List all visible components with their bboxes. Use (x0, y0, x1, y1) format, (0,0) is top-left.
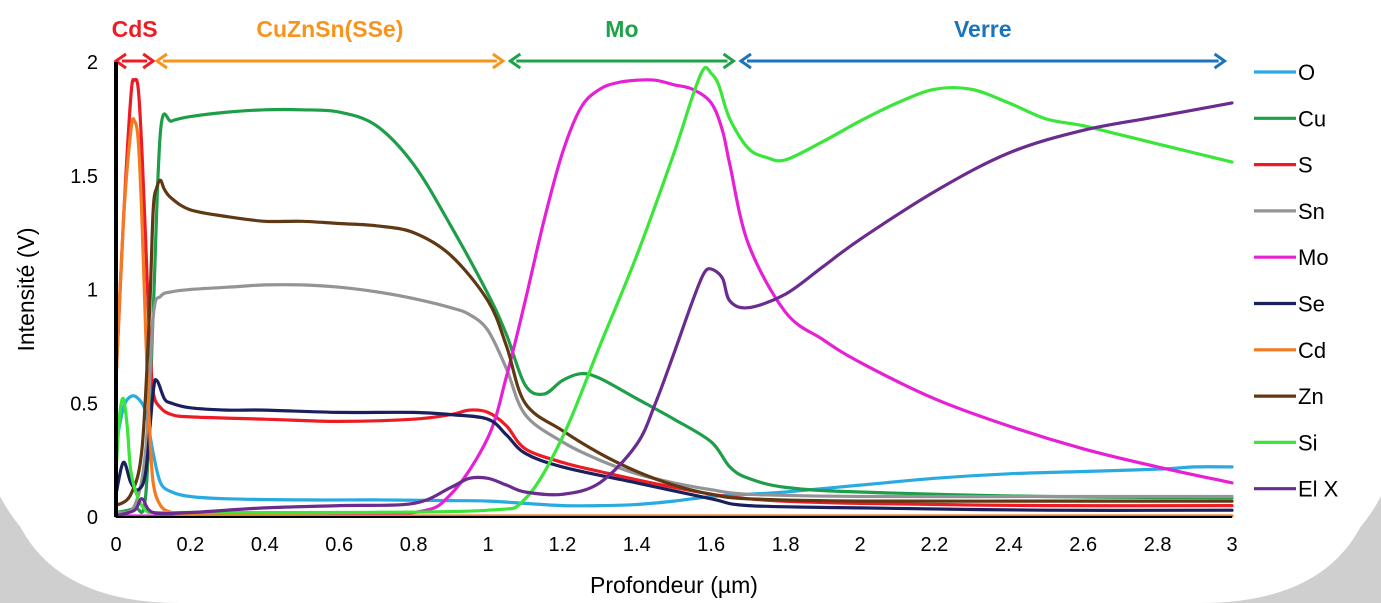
legend-item: Si (1254, 430, 1318, 455)
legend-item: S (1254, 153, 1313, 178)
y-tick-label: 2 (87, 52, 98, 74)
series-line-cu (114, 107, 1234, 515)
x-tick-label: 2 (854, 534, 865, 556)
x-tick-label: 2.2 (920, 534, 948, 556)
legend-item: Cu (1254, 106, 1326, 131)
legend-item: Zn (1254, 384, 1324, 409)
region-mo: Mo (507, 16, 737, 70)
y-tick-label: 1 (87, 280, 98, 302)
region-arrow-left-head (738, 52, 752, 70)
region-arrow-left-head (154, 52, 168, 70)
x-tick-label: 1.4 (623, 534, 651, 556)
x-tick-label: 1.8 (772, 534, 800, 556)
legend-item: Se (1254, 292, 1325, 317)
region-label: Mo (605, 16, 638, 42)
region-arrow-left-head (507, 52, 522, 70)
legend-label: Se (1298, 292, 1325, 317)
region-arrow-right-head (492, 52, 506, 70)
legend-item: Sn (1254, 199, 1325, 224)
region-arrow-left-head (113, 52, 127, 70)
region-arrow-right-head (722, 52, 737, 70)
y-axis-label: Intensité (V) (13, 228, 39, 352)
x-tick-label: 2.6 (1069, 534, 1097, 556)
legend-label: Mo (1298, 245, 1329, 270)
x-tick-label: 0 (110, 534, 121, 556)
x-tick-label: 0.8 (400, 534, 428, 556)
region-arrow-right-head (142, 52, 156, 70)
x-tick-label: 3 (1226, 534, 1237, 556)
plot-area: CdS CuZnSn(SSe) Mo Verre 0 0.2 0.4 0.6 0.8 1 1.2 1… (13, 16, 1238, 598)
x-axis-label: Profondeur (µm) (590, 572, 758, 598)
background-inner (0, 0, 1381, 590)
x-tick-label: 2.4 (995, 534, 1023, 556)
x-tick-label: 2.8 (1144, 534, 1172, 556)
x-tick-label: 1.2 (548, 534, 576, 556)
region-cuznsn-sse-: CuZnSn(SSe) (154, 16, 506, 70)
series-line-se (114, 378, 1234, 512)
series-line-o (114, 394, 1234, 508)
y-tick-label: 0 (87, 507, 98, 529)
series-line-si (114, 65, 1234, 515)
legend-label: Sn (1298, 199, 1325, 224)
legend-item: El X (1254, 477, 1339, 502)
x-tick-label: 0.6 (325, 534, 353, 556)
legend-item: Mo (1254, 245, 1329, 270)
legend-label: Si (1298, 430, 1318, 455)
legend-label: O (1298, 60, 1315, 85)
legend-label: Cu (1298, 106, 1326, 131)
series-line-el-x (114, 101, 1234, 518)
legend-label: Cd (1298, 338, 1326, 363)
legend-label: El X (1298, 477, 1339, 502)
x-tick-label: 1 (482, 534, 493, 556)
y-tick-label: 1.5 (70, 166, 98, 188)
y-tick-labels: 0 0.5 1 1.5 2 (70, 52, 98, 529)
x-tick-label: 0.2 (176, 534, 204, 556)
legend: O Cu S Sn Mo Se Cd Zn Si El X (1254, 60, 1339, 502)
legend-label: S (1298, 153, 1313, 178)
x-tick-labels: 0 0.2 0.4 0.6 0.8 1 1.2 1.4 1.6 1.8 2 2.2 2.4 2.6 2.8 3 (110, 534, 1237, 556)
region-brackets: CdS CuZnSn(SSe) Mo Verre (112, 16, 1228, 70)
region-verre: Verre (738, 16, 1228, 70)
series-line-sn (114, 283, 1234, 515)
legend-label: Zn (1298, 384, 1324, 409)
region-label: CdS (112, 16, 158, 42)
x-tick-label: 1.6 (697, 534, 725, 556)
series-line-zn (114, 178, 1234, 508)
region-label: Verre (954, 16, 1012, 42)
legend-item: O (1254, 60, 1315, 85)
region-arrow-right-head (1213, 52, 1228, 70)
region-label: CuZnSn(SSe) (256, 16, 403, 42)
series-line-mo (114, 78, 1234, 518)
legend-item: Cd (1254, 338, 1326, 363)
region-cds: CdS (112, 16, 158, 70)
axes: 0 0.2 0.4 0.6 0.8 1 1.2 1.4 1.6 1.8 2 2.2 2.4 2.6 2.8 3… (70, 52, 1237, 556)
y-tick-label: 0.5 (70, 393, 98, 415)
x-tick-label: 0.4 (251, 534, 279, 556)
